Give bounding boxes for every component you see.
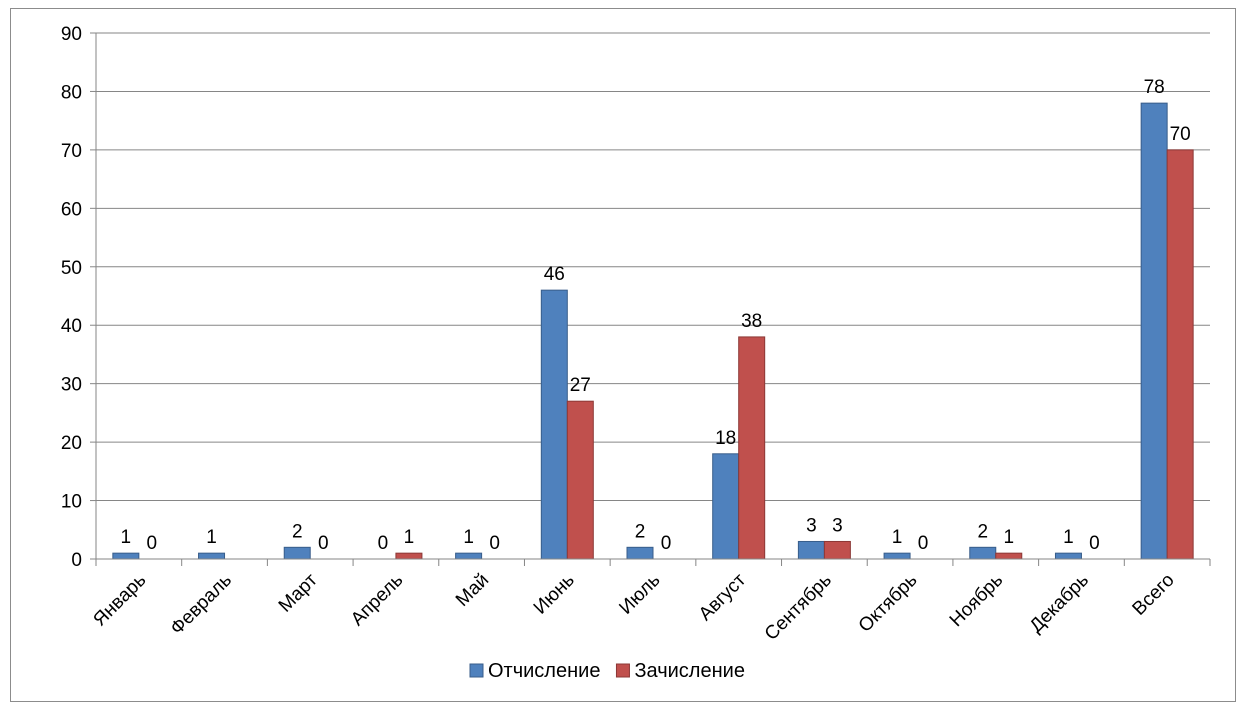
- data-label: 38: [741, 311, 762, 332]
- bar-zachislenie: [995, 552, 1023, 560]
- category-label: Март: [275, 569, 322, 616]
- bar-otchislenie: [198, 552, 226, 560]
- bar-otchislenie: [1140, 102, 1168, 560]
- bar-otchislenie: [797, 540, 825, 560]
- category-label: Сентябрь: [761, 570, 836, 645]
- data-label: 3: [832, 515, 843, 536]
- category-label: Май: [452, 570, 493, 611]
- y-tick-label: 80: [61, 82, 82, 103]
- data-label: 46: [544, 264, 565, 285]
- data-label: 1: [892, 527, 903, 548]
- category-label: Ноябрь: [946, 570, 1008, 632]
- data-label: 0: [661, 533, 672, 554]
- data-label: 2: [977, 521, 988, 542]
- bar-zachislenie: [823, 540, 851, 560]
- bar-otchislenie: [969, 546, 997, 560]
- category-label: Июль: [615, 570, 664, 619]
- category-label: Август: [695, 569, 750, 624]
- bar-otchislenie: [626, 546, 654, 560]
- bar-otchislenie: [455, 552, 483, 560]
- data-label: 18: [715, 428, 736, 449]
- category-label: Декабрь: [1026, 570, 1093, 637]
- data-label: 3: [806, 515, 817, 536]
- x-axis: Январь Февраль Март Апрель Май Июнь Июль Август…: [89, 558, 1211, 645]
- legend-label: Отчисление: [488, 660, 600, 682]
- data-label: 0: [1089, 533, 1100, 554]
- bar-zachislenie: [1166, 149, 1194, 560]
- bar-otchislenie: [712, 453, 740, 560]
- y-tick-label: 0: [71, 550, 82, 571]
- data-label: 0: [147, 533, 158, 554]
- data-label: 0: [489, 533, 500, 554]
- category-label: Всего: [1129, 570, 1179, 620]
- y-tick-label: 70: [61, 141, 82, 162]
- legend-swatch: [615, 663, 630, 678]
- data-label: 27: [570, 375, 591, 396]
- data-label: 0: [318, 533, 329, 554]
- category-label: Октябрь: [855, 570, 922, 637]
- data-label: 2: [635, 521, 646, 542]
- data-label: 2: [292, 521, 303, 542]
- data-label: 70: [1170, 124, 1191, 145]
- y-tick-label: 60: [61, 199, 82, 220]
- category-label: Июнь: [530, 570, 579, 619]
- y-axis: 0 10 20 30 40 50 60 70 80 90: [61, 24, 97, 571]
- category-label: Январь: [89, 570, 150, 631]
- data-label: 1: [121, 527, 132, 548]
- legend-swatch: [469, 663, 484, 678]
- data-label: 1: [404, 527, 415, 548]
- bar-otchislenie: [112, 552, 140, 560]
- gridlines: [96, 32, 1210, 502]
- data-label: 0: [378, 533, 389, 554]
- bar-zachislenie: [395, 552, 423, 560]
- y-tick-label: 90: [61, 24, 82, 45]
- bar-otchislenie: [540, 289, 568, 560]
- chart-frame: [10, 8, 1236, 702]
- bar-otchislenie: [1054, 552, 1082, 560]
- bar-otchislenie: [283, 546, 311, 560]
- data-label: 1: [463, 527, 474, 548]
- y-tick-label: 40: [61, 316, 82, 337]
- bar-otchislenie: [883, 552, 911, 560]
- legend: Отчисление Зачисление: [469, 660, 745, 682]
- data-label: 1: [206, 527, 217, 548]
- y-tick-label: 20: [61, 433, 82, 454]
- category-label: Февраль: [167, 570, 237, 640]
- legend-label: Зачисление: [634, 660, 745, 682]
- data-label: 1: [1003, 527, 1014, 548]
- y-tick-label: 50: [61, 258, 82, 279]
- data-label: 1: [1063, 527, 1074, 548]
- category-label: Апрель: [347, 570, 407, 630]
- bar-zachislenie: [738, 336, 766, 560]
- bar-zachislenie: [566, 400, 594, 560]
- y-tick-label: 30: [61, 375, 82, 396]
- y-tick-label: 10: [61, 492, 82, 513]
- data-label: 78: [1144, 77, 1165, 98]
- bars: [112, 102, 1194, 560]
- data-label: 0: [918, 533, 929, 554]
